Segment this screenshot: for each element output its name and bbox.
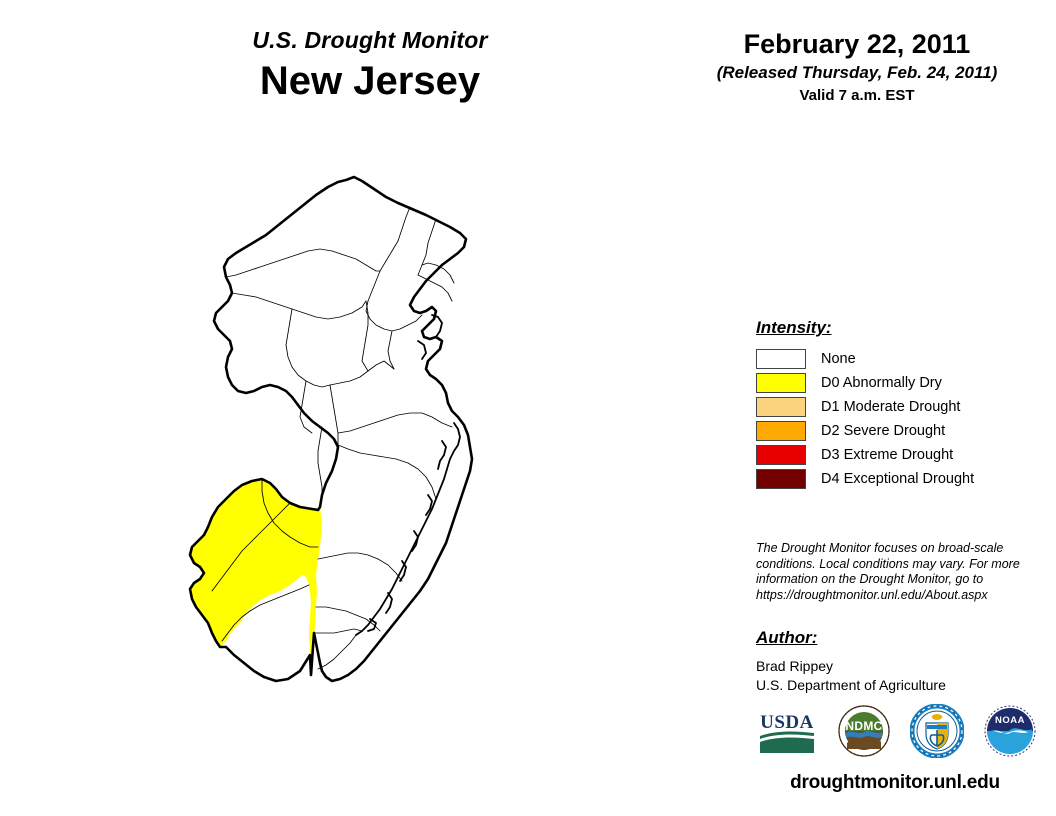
author-name: Brad Rippey — [756, 658, 834, 674]
site-url[interactable]: droughtmonitor.unl.edu — [790, 772, 1000, 793]
disclaimer-line-2: conditions. Local conditions may vary. F… — [756, 556, 1020, 571]
legend-item-d0: D0 Abnormally Dry — [756, 371, 1036, 395]
state-boundary — [188, 175, 474, 683]
disclaimer-line-1: The Drought Monitor focuses on broad-sca… — [756, 541, 1004, 555]
legend-swatch-d0 — [756, 373, 806, 393]
svg-text:USDA: USDA — [760, 712, 814, 733]
legend-item-d4: D4 Exceptional Drought — [756, 467, 1036, 491]
legend-label-d1: D1 Moderate Drought — [821, 399, 961, 415]
legend-label-none: None — [821, 351, 856, 367]
usdc-seal-logo — [910, 704, 964, 758]
disclaimer-line-3: information on the Drought Monitor, go t… — [756, 572, 984, 586]
legend-label-d0: D0 Abnormally Dry — [821, 375, 942, 391]
author-heading: Author: — [756, 628, 818, 647]
ndmc-logo: NDMC — [838, 705, 890, 757]
title-block: U.S. Drought Monitor New Jersey — [60, 26, 680, 106]
legend-label-d2: D2 Severe Drought — [821, 423, 946, 439]
legend-item-d2: D2 Severe Drought — [756, 419, 1036, 443]
legend-swatch-d1 — [756, 397, 806, 417]
agency-logo-row: USDA NDMC NOAA — [756, 702, 1036, 760]
author-organization: U.S. Department of Agriculture — [756, 677, 946, 693]
svg-text:NOAA: NOAA — [995, 715, 1025, 726]
disclaimer-about-link[interactable]: https://droughtmonitor.unl.edu/About.asp… — [756, 587, 988, 602]
new-jersey-drought-map[interactable] — [170, 155, 640, 745]
county-boundaries — [211, 206, 455, 670]
drought-region-d0 — [190, 479, 322, 675]
released-date: (Released Thursday, Feb. 24, 2011) — [716, 63, 998, 82]
svg-text:NDMC: NDMC — [845, 719, 882, 733]
drought-monitor-supertitle: U.S. Drought Monitor — [252, 27, 488, 53]
legend-item-d3: D3 Extreme Drought — [756, 443, 1036, 467]
coastline-detail — [355, 314, 461, 636]
legend-label-d4: D4 Exceptional Drought — [821, 471, 975, 487]
date-block: February 22, 2011 (Released Thursday, Fe… — [672, 28, 1042, 106]
legend-swatch-d4 — [756, 469, 806, 489]
legend: Intensity: None D0 Abnormally Dry D1 Mod… — [756, 318, 1036, 491]
author-block: Author: Brad Rippey U.S. Department of A… — [756, 628, 1036, 695]
legend-heading: Intensity: — [756, 318, 832, 337]
legend-swatch-none — [756, 349, 806, 369]
legend-item-none: None — [756, 347, 1036, 371]
usda-logo: USDA — [756, 706, 818, 756]
disclaimer-text: The Drought Monitor focuses on broad-sca… — [756, 541, 1026, 603]
legend-label-d3: D3 Extreme Drought — [821, 447, 954, 463]
legend-item-d1: D1 Moderate Drought — [756, 395, 1036, 419]
legend-swatch-d2 — [756, 421, 806, 441]
noaa-logo: NOAA — [984, 705, 1036, 757]
valid-time: Valid 7 a.m. EST — [799, 87, 915, 104]
page-title: New Jersey — [259, 59, 481, 103]
valid-date: February 22, 2011 — [743, 29, 971, 59]
legend-swatch-d3 — [756, 445, 806, 465]
